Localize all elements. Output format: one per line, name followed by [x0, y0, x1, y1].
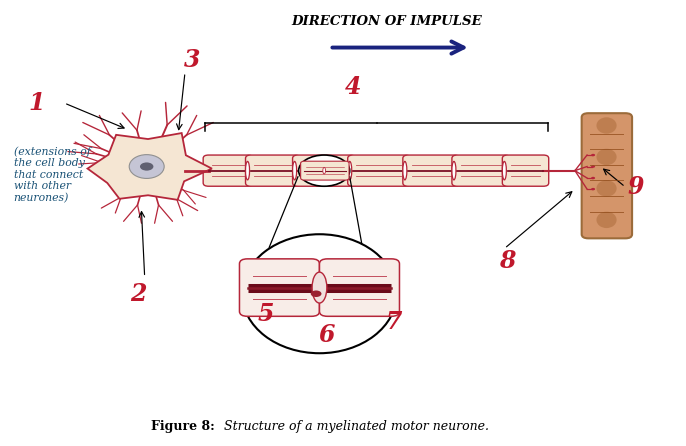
- FancyBboxPatch shape: [320, 259, 399, 316]
- FancyBboxPatch shape: [246, 155, 300, 186]
- Ellipse shape: [242, 234, 397, 353]
- Ellipse shape: [502, 161, 506, 180]
- Ellipse shape: [403, 161, 407, 180]
- Circle shape: [591, 188, 595, 190]
- Ellipse shape: [312, 272, 327, 303]
- Ellipse shape: [323, 167, 326, 174]
- Ellipse shape: [596, 180, 617, 197]
- Circle shape: [298, 155, 350, 186]
- Text: 2: 2: [130, 282, 146, 306]
- FancyBboxPatch shape: [452, 155, 510, 186]
- Ellipse shape: [292, 161, 296, 180]
- Circle shape: [140, 162, 154, 171]
- FancyBboxPatch shape: [502, 155, 549, 186]
- FancyBboxPatch shape: [239, 259, 320, 316]
- Text: 5: 5: [257, 302, 274, 326]
- Text: 4: 4: [345, 74, 362, 99]
- FancyBboxPatch shape: [292, 155, 355, 186]
- Circle shape: [591, 154, 595, 156]
- FancyBboxPatch shape: [348, 155, 410, 186]
- Text: DIRECTION OF IMPULSE: DIRECTION OF IMPULSE: [292, 15, 482, 28]
- Ellipse shape: [348, 161, 352, 180]
- Text: 6: 6: [318, 323, 335, 347]
- FancyBboxPatch shape: [203, 155, 253, 186]
- Text: Structure of a myelinated motor neurone.: Structure of a myelinated motor neurone.: [216, 420, 489, 433]
- Text: 9: 9: [627, 175, 643, 199]
- Polygon shape: [88, 133, 212, 200]
- Text: 1: 1: [29, 91, 45, 115]
- Text: 7: 7: [385, 310, 402, 334]
- Ellipse shape: [129, 155, 164, 178]
- Text: 8: 8: [499, 249, 516, 273]
- FancyBboxPatch shape: [403, 155, 460, 186]
- Text: 3: 3: [183, 48, 200, 72]
- Text: (extensions of
the cell body
that connect
with other
neurones): (extensions of the cell body that connec…: [14, 146, 91, 203]
- Ellipse shape: [452, 161, 456, 180]
- Circle shape: [591, 177, 595, 179]
- Circle shape: [591, 165, 595, 168]
- Ellipse shape: [596, 149, 617, 165]
- Ellipse shape: [596, 212, 617, 228]
- Ellipse shape: [596, 117, 617, 134]
- FancyBboxPatch shape: [300, 161, 349, 180]
- Text: Figure 8:: Figure 8:: [151, 420, 215, 433]
- Circle shape: [311, 290, 322, 297]
- Ellipse shape: [246, 161, 250, 180]
- FancyBboxPatch shape: [582, 113, 632, 238]
